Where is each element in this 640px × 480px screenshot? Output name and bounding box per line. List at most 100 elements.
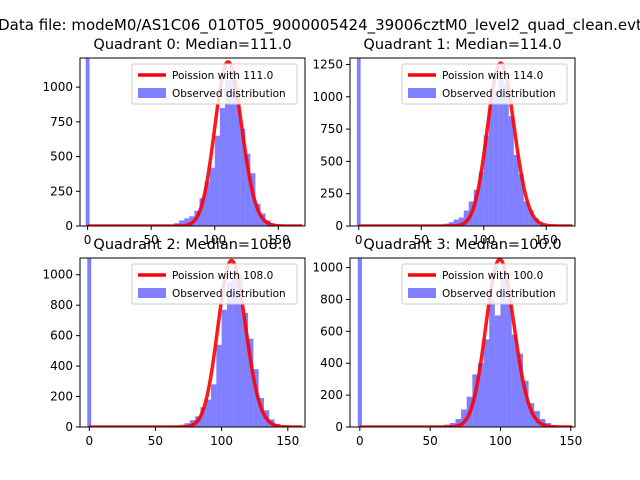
- hist-bar: [205, 399, 212, 427]
- axes-frame: [79, 57, 306, 227]
- y-tick-label: 500: [320, 154, 343, 168]
- y-tick-label: 0: [335, 420, 343, 434]
- x-tick-label: 0: [355, 233, 363, 247]
- y-tick-label: 250: [320, 187, 343, 201]
- y-tick-label: 250: [50, 184, 73, 198]
- y-tick-label: 800: [320, 292, 343, 306]
- x-tick-label: 100: [210, 434, 233, 448]
- legend-line-label: Poission with 114.0: [442, 70, 543, 82]
- hist-bar: [488, 96, 494, 226]
- hist-bar: [245, 153, 251, 226]
- hist-bar: [458, 217, 464, 226]
- hist-bar: [230, 73, 236, 226]
- hist-bar: [248, 338, 254, 427]
- hist-bar: [508, 116, 514, 226]
- x-tick-label: 0: [84, 233, 92, 247]
- hist-bar: [513, 154, 519, 226]
- hist-bar: [511, 334, 518, 427]
- hist-bar: [473, 189, 479, 226]
- x-tick-label: 150: [535, 233, 558, 247]
- y-tick-label: 500: [50, 150, 73, 164]
- hist-bar: [224, 80, 230, 226]
- hist-bar: [503, 83, 509, 226]
- hist-bar: [226, 282, 233, 427]
- y-tick-label: 400: [50, 359, 73, 373]
- legend: Poission with 100.0 Observed distribution: [401, 263, 568, 305]
- hist-bar: [356, 58, 361, 226]
- legend-hist-label: Observed distribution: [172, 88, 286, 100]
- poisson-curve: [358, 61, 573, 226]
- hist-bar: [500, 275, 507, 427]
- y-tick-label: 400: [320, 356, 343, 370]
- legend-hist-label: Observed distribution: [442, 88, 556, 100]
- legend-box: [401, 63, 568, 105]
- hist-bar: [179, 220, 185, 226]
- hist-bar: [453, 219, 459, 226]
- hist-bar: [483, 135, 489, 226]
- hist-bar: [242, 312, 249, 427]
- hist-bar: [483, 339, 490, 427]
- hist-bar: [463, 210, 469, 226]
- poisson-curve: [359, 258, 573, 427]
- hist-bar: [216, 344, 222, 427]
- x-tick-label: 150: [559, 434, 582, 448]
- legend-hist-swatch: [408, 88, 436, 98]
- x-tick-label: 50: [144, 233, 159, 247]
- hist-bar: [232, 271, 238, 427]
- hist-bar: [477, 363, 484, 427]
- axes-frame: [349, 257, 576, 428]
- hist-bar: [240, 128, 246, 226]
- x-tick-label: 0: [85, 434, 93, 448]
- legend-hist-label: Observed distribution: [442, 288, 556, 300]
- hist-bar: [199, 198, 205, 226]
- subplot-title: Quadrant 3: Median=100.0: [363, 237, 561, 253]
- y-tick-label: 0: [335, 219, 343, 233]
- axes-frame: [349, 57, 576, 227]
- y-tick-label: 600: [320, 324, 343, 338]
- legend-box: [131, 63, 298, 105]
- hist-bar: [85, 58, 90, 226]
- y-tick-label: 1250: [312, 57, 343, 71]
- hist-bar: [493, 90, 499, 226]
- y-tick-label: 1000: [312, 261, 343, 275]
- hist-bar: [489, 299, 495, 427]
- hist-bar: [200, 407, 206, 427]
- subplot-quadrant-2: Quadrant 2: Median=108.0 0 50 100 150 0 200 400…: [42, 237, 306, 448]
- y-tick-label: 200: [50, 390, 73, 404]
- x-tick-label: 100: [203, 233, 226, 247]
- hist-bar: [506, 299, 512, 427]
- legend-hist-swatch: [138, 88, 166, 98]
- legend: Poission with 111.0 Observed distribution: [131, 63, 298, 105]
- hist-bar: [517, 353, 523, 427]
- x-tick-label: 150: [276, 434, 299, 448]
- subplot-quadrant-3: Quadrant 3: Median=100.0 0 50 100 150 0 200 400…: [312, 237, 582, 448]
- legend-line-label: Poission with 100.0: [442, 270, 543, 282]
- hist-bar: [455, 419, 462, 427]
- hist-bar: [184, 218, 190, 226]
- subplot-quadrant-0: Quadrant 0: Median=111.0 0 50 100 150 0 250 500…: [42, 37, 306, 247]
- hist-bar: [204, 181, 210, 226]
- x-tick-label: 100: [489, 434, 512, 448]
- legend: Poission with 108.0 Observed distribution: [131, 263, 298, 305]
- y-tick-label: 750: [50, 115, 73, 129]
- hist-bar: [518, 174, 524, 226]
- legend-line-label: Poission with 111.0: [172, 70, 273, 82]
- hist-bar: [448, 222, 454, 226]
- x-tick-label: 50: [414, 233, 429, 247]
- y-tick-label: 1000: [312, 90, 343, 104]
- legend-hist-swatch: [408, 288, 436, 298]
- y-tick-label: 1000: [42, 80, 73, 94]
- x-tick-label: 50: [148, 434, 163, 448]
- hist-bar: [523, 201, 529, 226]
- y-tick-label: 200: [320, 388, 343, 402]
- hist-bar: [237, 274, 243, 427]
- subplot-title: Quadrant 2: Median=108.0: [93, 237, 291, 253]
- y-tick-label: 750: [320, 122, 343, 136]
- hist-bar: [209, 167, 215, 226]
- poisson-curve: [87, 60, 303, 226]
- legend-hist-label: Observed distribution: [172, 288, 286, 300]
- poisson-curve: [88, 258, 303, 427]
- hist-bar: [478, 171, 484, 226]
- hist-bar: [214, 135, 220, 226]
